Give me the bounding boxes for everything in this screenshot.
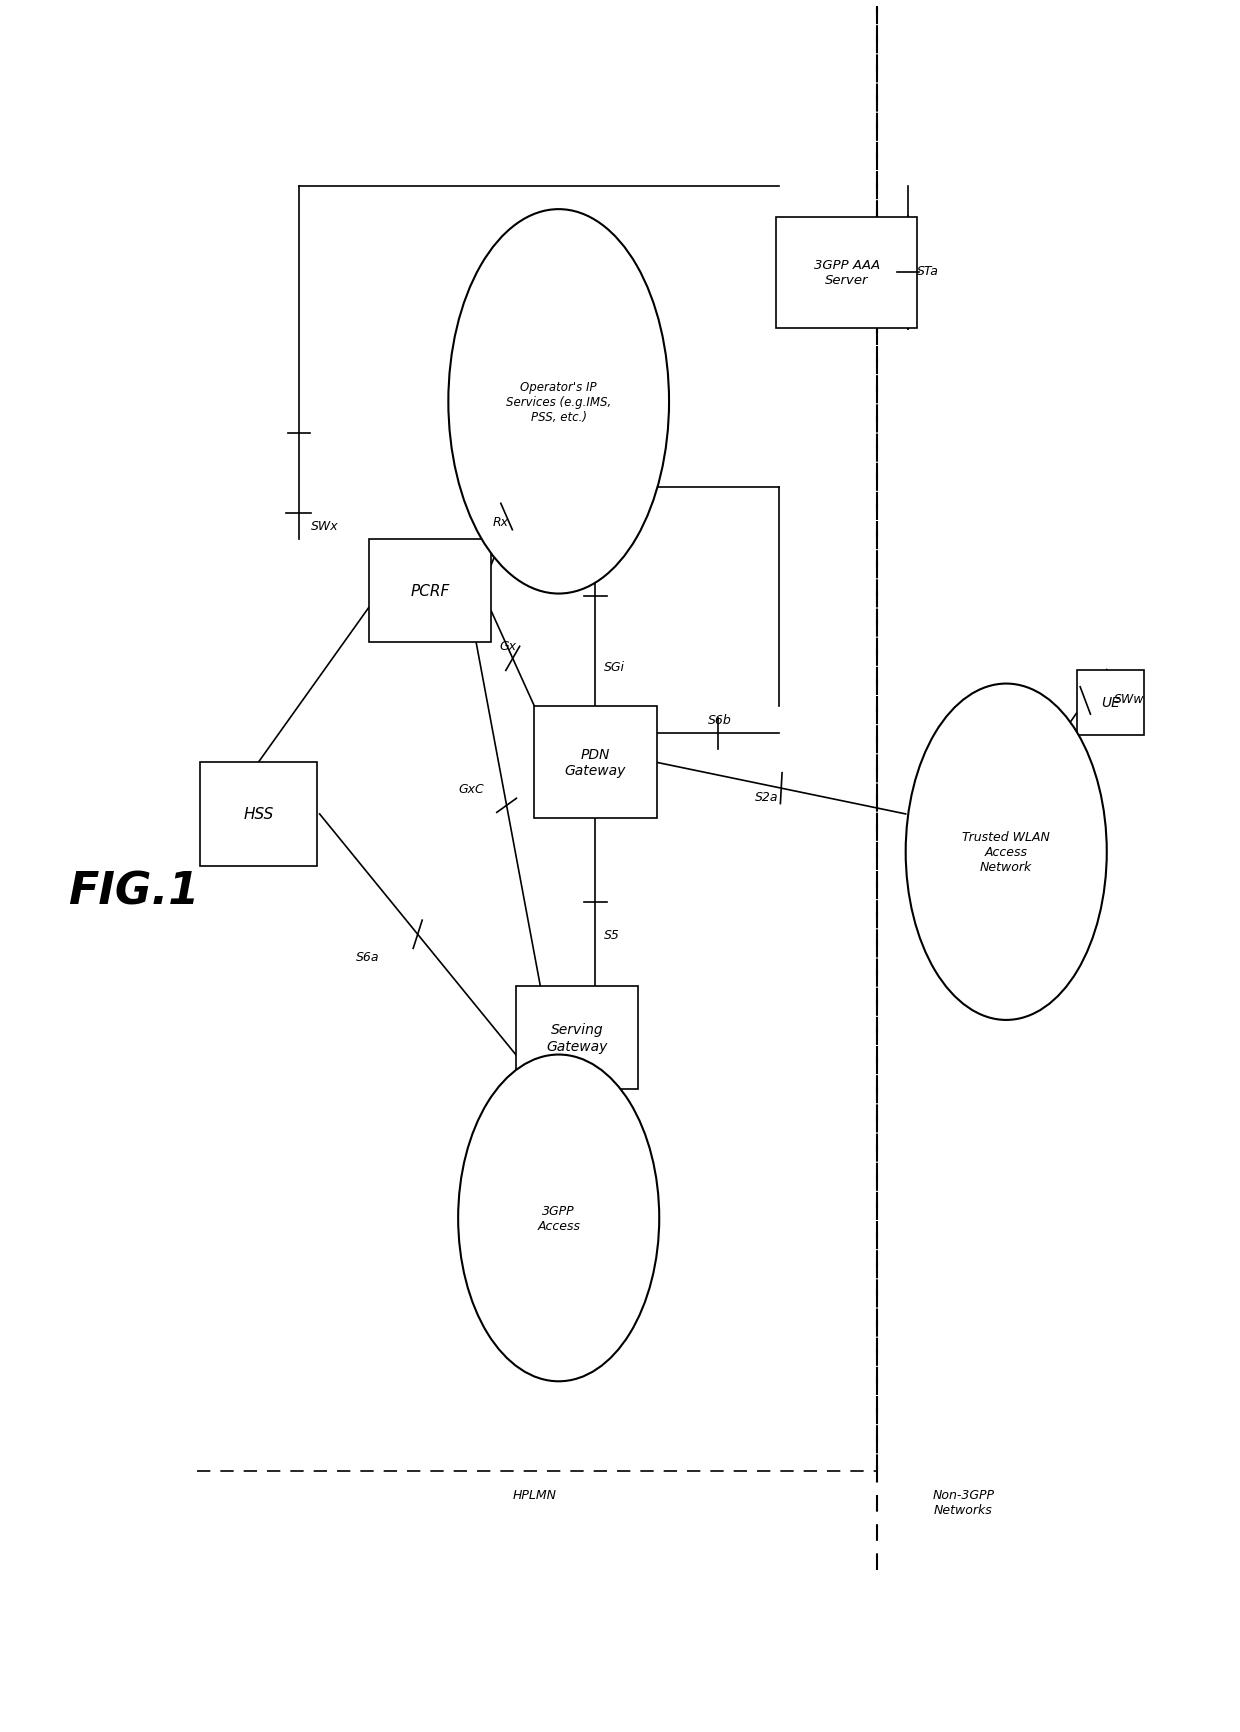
FancyBboxPatch shape bbox=[1076, 670, 1145, 736]
Text: FIG.1: FIG.1 bbox=[68, 869, 200, 913]
FancyBboxPatch shape bbox=[368, 540, 491, 643]
Ellipse shape bbox=[905, 684, 1107, 1020]
Text: S2a: S2a bbox=[755, 792, 779, 804]
Text: S6b: S6b bbox=[708, 714, 732, 726]
Ellipse shape bbox=[458, 1055, 660, 1382]
Text: PCRF: PCRF bbox=[410, 584, 450, 599]
Text: Non-3GPP
Networks: Non-3GPP Networks bbox=[932, 1488, 994, 1516]
Text: Gx: Gx bbox=[500, 639, 517, 653]
Text: SGi: SGi bbox=[604, 660, 625, 674]
Text: Operator's IP
Services (e.g.IMS,
PSS, etc.): Operator's IP Services (e.g.IMS, PSS, et… bbox=[506, 381, 611, 424]
Text: STa: STa bbox=[916, 265, 939, 279]
FancyBboxPatch shape bbox=[776, 218, 918, 329]
Text: UE: UE bbox=[1101, 696, 1120, 710]
Text: GxC: GxC bbox=[458, 783, 484, 795]
Text: Rx: Rx bbox=[492, 516, 508, 528]
Text: S5: S5 bbox=[604, 928, 620, 940]
Text: Trusted WLAN
Access
Network: Trusted WLAN Access Network bbox=[962, 831, 1050, 873]
Text: SWw: SWw bbox=[1114, 693, 1145, 707]
Ellipse shape bbox=[449, 210, 670, 594]
Text: Serving
Gateway: Serving Gateway bbox=[547, 1022, 608, 1053]
Text: 3GPP AAA
Server: 3GPP AAA Server bbox=[813, 260, 880, 288]
Text: PDN
Gateway: PDN Gateway bbox=[564, 748, 626, 778]
FancyBboxPatch shape bbox=[516, 986, 639, 1089]
Text: HSS: HSS bbox=[243, 807, 274, 823]
Text: HPLMN: HPLMN bbox=[512, 1488, 557, 1502]
FancyBboxPatch shape bbox=[200, 762, 316, 866]
Text: 3GPP
Access: 3GPP Access bbox=[537, 1204, 580, 1231]
Text: S6a: S6a bbox=[356, 951, 379, 963]
FancyBboxPatch shape bbox=[534, 707, 657, 819]
Text: SWx: SWx bbox=[311, 520, 339, 532]
